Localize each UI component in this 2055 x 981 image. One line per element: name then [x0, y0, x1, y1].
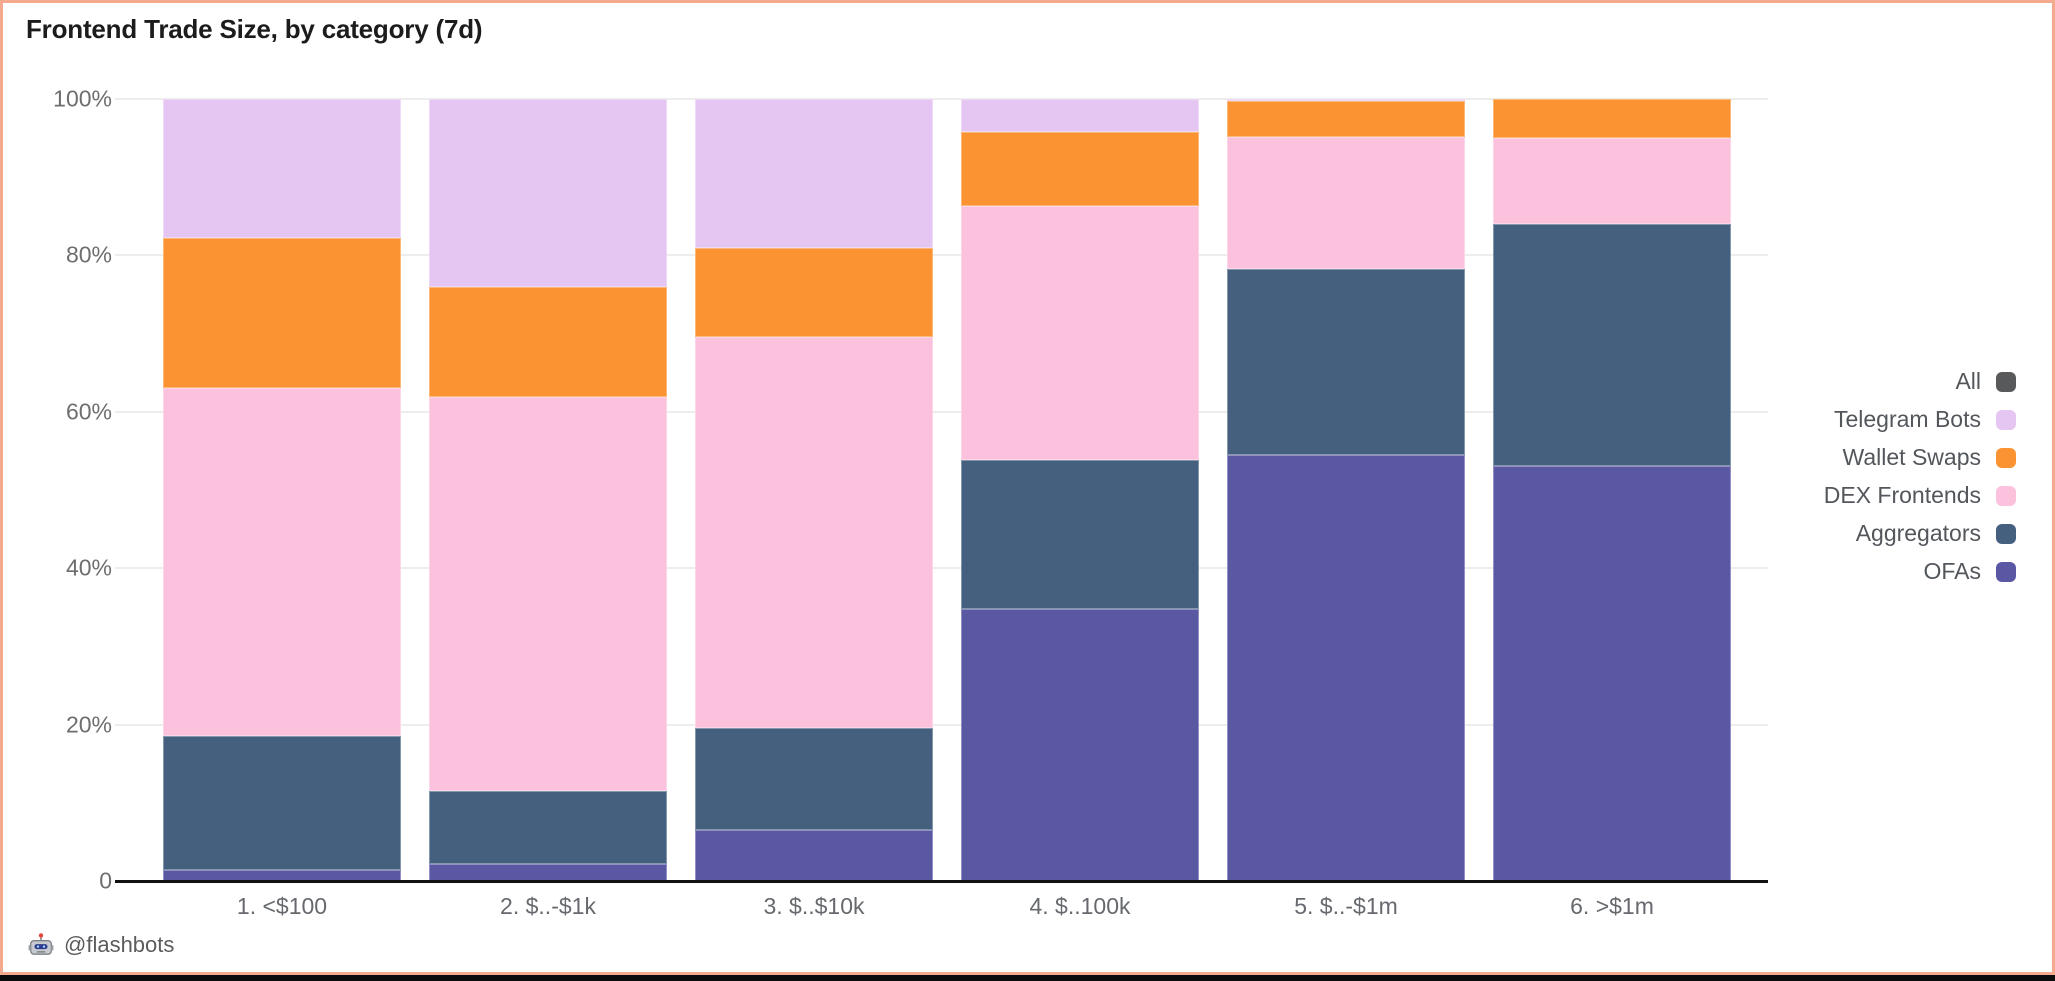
bar-segment-ofas[interactable] [1493, 465, 1731, 881]
bar-segment-dex-frontends[interactable] [429, 396, 667, 792]
legend-swatch [1996, 485, 2016, 506]
bar-segment-ofas[interactable] [163, 870, 401, 881]
bar-segment-dex-frontends[interactable] [1227, 137, 1465, 269]
bar-segment-ofas[interactable] [1227, 454, 1465, 881]
legend-item-ofas[interactable]: OFAs [1824, 558, 2016, 584]
chart-title: Frontend Trade Size, by category (7d) [26, 14, 483, 44]
bar-segment-wallet-swaps[interactable] [1227, 100, 1465, 138]
legend-label: All [1955, 368, 1981, 394]
y-tick-label: 0 [99, 867, 112, 894]
bar-segment-dex-frontends[interactable] [961, 206, 1199, 461]
bar-segment-ofas[interactable] [695, 830, 933, 881]
legend-label: Telegram Bots [1833, 406, 1981, 432]
gridline-40 [115, 567, 1768, 570]
legend-swatch [1996, 523, 2016, 544]
legend-label: OFAs [1923, 558, 1981, 584]
bar-segment-aggregators[interactable] [961, 460, 1199, 609]
legend-item-aggregators[interactable]: Aggregators [1824, 520, 2016, 546]
bottom-edge-bar [0, 975, 2055, 981]
x-tick-label: 4. $..100k [1029, 893, 1131, 919]
bar-segment-telegram-bots[interactable] [429, 99, 667, 287]
bar-segment-telegram-bots[interactable] [961, 99, 1199, 132]
bar-segment-wallet-swaps[interactable] [163, 238, 401, 389]
bar-segment-wallet-swaps[interactable] [695, 247, 933, 337]
bar-segment-wallet-swaps[interactable] [1493, 99, 1731, 139]
x-tick-label: 2. $..-$1k [500, 893, 596, 919]
bar-group [1227, 99, 1465, 881]
legend-swatch [1996, 447, 2016, 468]
legend-label: Wallet Swaps [1842, 444, 1981, 470]
bar-segment-aggregators[interactable] [1493, 224, 1731, 466]
legend-item-all[interactable]: All [1824, 368, 2016, 394]
legend-item-dex-frontends[interactable]: DEX Frontends [1823, 482, 2016, 508]
gridline-80 [115, 254, 1768, 257]
bar-group [163, 99, 401, 881]
bar-segment-ofas[interactable] [429, 863, 667, 881]
bar-segment-dex-frontends[interactable] [1493, 138, 1731, 225]
x-tick-label: 1. <$100 [236, 893, 328, 919]
x-tick-label: 5. $..-$1m [1294, 893, 1398, 919]
y-tick-label: 40% [65, 554, 112, 581]
attribution-label: @flashbots [64, 932, 175, 957]
bar-group [1493, 99, 1731, 881]
bar-segment-ofas[interactable] [961, 608, 1199, 881]
x-tick-label: 3. $..$10k [763, 893, 865, 919]
bar-segment-telegram-bots[interactable] [695, 99, 933, 248]
bar-segment-wallet-swaps[interactable] [961, 131, 1199, 207]
bar-segment-telegram-bots[interactable] [163, 99, 401, 239]
gridline-100 [115, 98, 1768, 100]
bar-group [429, 99, 667, 881]
legend-label: DEX Frontends [1823, 482, 1981, 508]
legend-swatch [1996, 371, 2016, 392]
bar-group [695, 99, 933, 881]
bar-segment-telegram-bots[interactable] [1227, 99, 1465, 101]
gridline-60 [115, 410, 1768, 413]
bar-segment-aggregators[interactable] [1227, 268, 1465, 455]
y-tick-label: 60% [65, 398, 112, 425]
legend-swatch [1996, 561, 2016, 582]
x-axis-line [115, 880, 1768, 883]
robot-icon [28, 932, 54, 958]
gridline-20 [115, 723, 1768, 726]
bar-segment-aggregators[interactable] [695, 727, 933, 831]
legend: All Telegram Bots Wallet Swaps DEX Frontend… [1823, 368, 2016, 584]
bar-segment-wallet-swaps[interactable] [429, 286, 667, 397]
x-tick-label: 6. >$1m [1570, 893, 1654, 919]
legend-swatch [1996, 409, 2016, 430]
bar-segment-dex-frontends[interactable] [695, 336, 933, 728]
y-tick-label: 80% [65, 241, 112, 268]
legend-label: Aggregators [1855, 520, 1981, 546]
attribution: @flashbots [28, 932, 174, 958]
bar-segment-dex-frontends[interactable] [163, 388, 401, 737]
bar-group [961, 99, 1199, 881]
legend-item-wallet-swaps[interactable]: Wallet Swaps [1824, 444, 2016, 470]
legend-item-telegram-bots[interactable]: Telegram Bots [1824, 406, 2016, 432]
y-tick-label: 20% [65, 711, 112, 738]
bar-segment-aggregators[interactable] [429, 791, 667, 864]
bar-segment-aggregators[interactable] [163, 736, 401, 871]
y-tick-label: 100% [53, 85, 112, 112]
